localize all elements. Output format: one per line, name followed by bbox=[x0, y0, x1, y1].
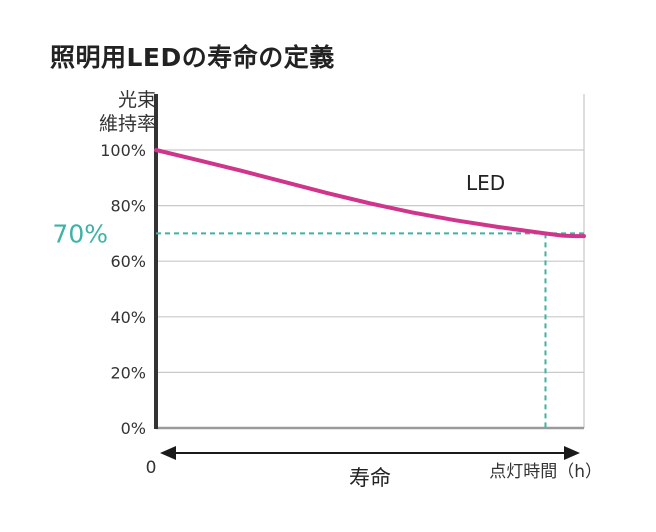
x-unit-label: 点灯時間（h） bbox=[489, 462, 602, 482]
y-tick-label: 60% bbox=[110, 252, 146, 271]
series-line-led bbox=[154, 148, 586, 239]
y-axis-label-line-2: 維持率 bbox=[98, 113, 156, 135]
series-label-led: LED bbox=[466, 171, 505, 195]
y-axis-label: 光束 維持率 bbox=[76, 88, 156, 136]
y-tick-label: 20% bbox=[110, 363, 146, 382]
threshold-lines bbox=[156, 232, 584, 428]
grid-lines bbox=[156, 94, 585, 428]
chart-title: 照明用LEDの寿命の定義 bbox=[50, 43, 335, 72]
x-arrow-right-head bbox=[564, 446, 580, 460]
y-axis-label-line-1: 光束 bbox=[117, 89, 156, 111]
y-tick-label: 0% bbox=[121, 419, 146, 438]
series-group: LED bbox=[154, 148, 586, 239]
y-tick-label: 100% bbox=[100, 141, 146, 160]
x-axis-annotations: 0 寿命 点灯時間（h） bbox=[146, 446, 602, 490]
x-axis-label: 寿命 bbox=[349, 466, 391, 490]
threshold-label: 70% bbox=[52, 219, 108, 248]
y-tick-labels: 100% 80%70%60% 40% 20% 0% bbox=[52, 141, 146, 438]
x-origin-label: 0 bbox=[146, 458, 157, 478]
x-arrow-left-head bbox=[160, 446, 176, 460]
y-tick-label: 80% bbox=[110, 197, 146, 216]
y-tick-label: 40% bbox=[110, 308, 146, 327]
